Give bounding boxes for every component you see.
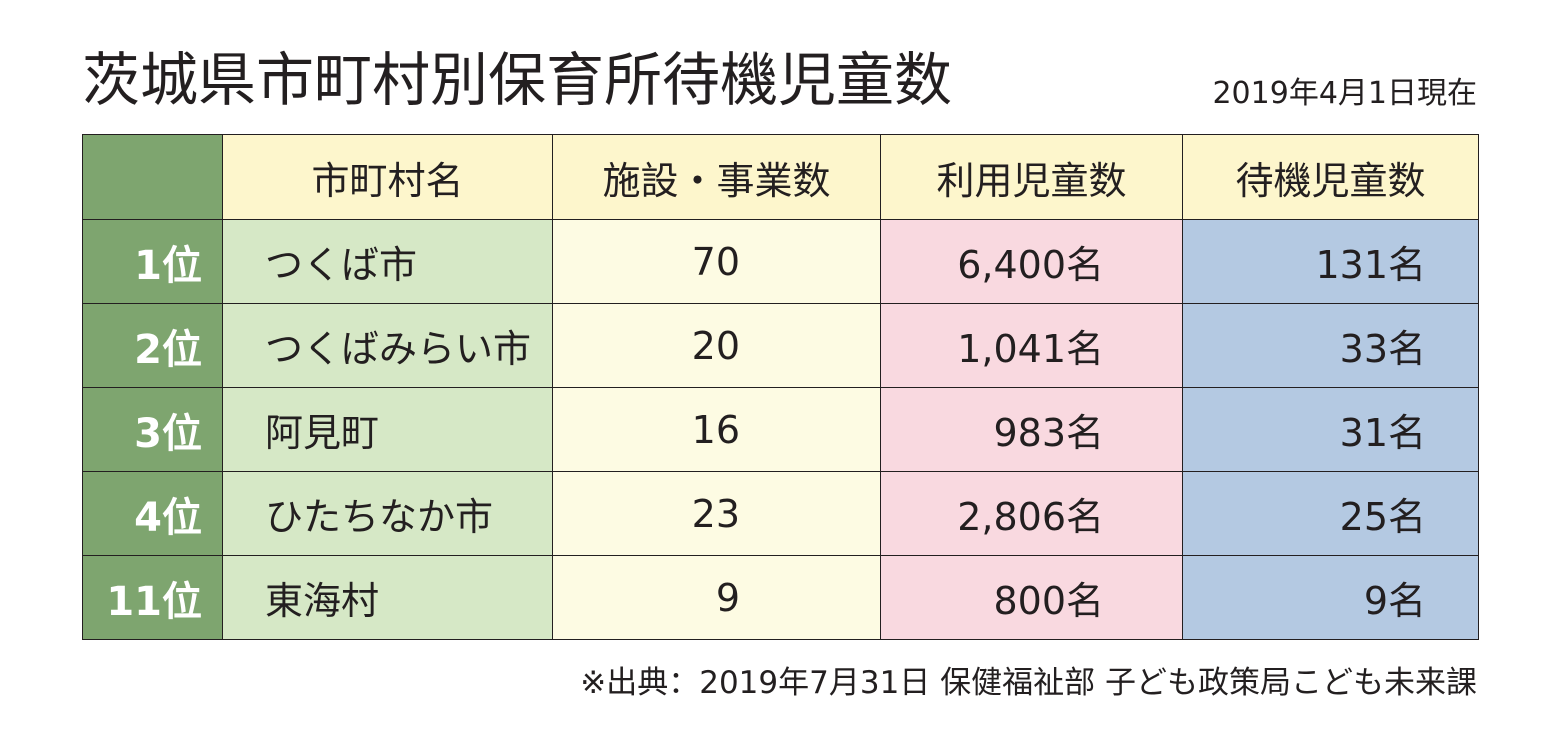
table-row: 1位 つくば市 70 6,400名 131名 [82, 219, 1479, 304]
rank-cell: 1位 [82, 219, 223, 304]
header-waiting: 待機児童数 [1182, 134, 1479, 220]
header-row: 市町村名 施設・事業数 利用児童数 待機児童数 [82, 134, 1479, 220]
municipality-cell: 阿見町 [222, 387, 553, 472]
waiting-children-table: 市町村名 施設・事業数 利用児童数 待機児童数 1位 つくば市 70 6,400… [82, 134, 1479, 640]
facilities-cell: 20 [552, 303, 881, 388]
rank-cell: 3位 [82, 387, 223, 472]
page-title: 茨城県市町村別保育所待機児童数 [82, 46, 953, 114]
facilities-cell: 9 [552, 555, 881, 640]
table-row: 2位 つくばみらい市 20 1,041名 33名 [82, 303, 1479, 388]
municipality-cell: つくばみらい市 [222, 303, 553, 388]
rank-cell: 11位 [82, 555, 223, 640]
users-cell: 1,041名 [880, 303, 1183, 388]
facilities-cell: 70 [552, 219, 881, 304]
users-cell: 983名 [880, 387, 1183, 472]
waiting-cell: 131名 [1182, 219, 1479, 304]
waiting-cell: 9名 [1182, 555, 1479, 640]
header-users: 利用児童数 [880, 134, 1183, 220]
municipality-cell: 東海村 [222, 555, 553, 640]
header-municipality: 市町村名 [222, 134, 553, 220]
users-cell: 800名 [880, 555, 1183, 640]
header-facilities: 施設・事業数 [552, 134, 881, 220]
rank-cell: 4位 [82, 471, 223, 556]
rank-cell: 2位 [82, 303, 223, 388]
users-cell: 6,400名 [880, 219, 1183, 304]
table-row: 4位 ひたちなか市 23 2,806名 25名 [82, 471, 1479, 556]
users-cell: 2,806名 [880, 471, 1183, 556]
municipality-cell: つくば市 [222, 219, 553, 304]
header-corner [82, 134, 223, 220]
waiting-cell: 31名 [1182, 387, 1479, 472]
facilities-cell: 23 [552, 471, 881, 556]
waiting-cell: 25名 [1182, 471, 1479, 556]
as-of-date: 2019年4月1日現在 [1212, 76, 1477, 111]
municipality-cell: ひたちなか市 [222, 471, 553, 556]
table-row: 11位 東海村 9 800名 9名 [82, 555, 1479, 640]
facilities-cell: 16 [552, 387, 881, 472]
waiting-cell: 33名 [1182, 303, 1479, 388]
source-note: ※出典：2019年7月31日 保健福祉部 子ども政策局こども未来課 [580, 665, 1477, 701]
table-row: 3位 阿見町 16 983名 31名 [82, 387, 1479, 472]
